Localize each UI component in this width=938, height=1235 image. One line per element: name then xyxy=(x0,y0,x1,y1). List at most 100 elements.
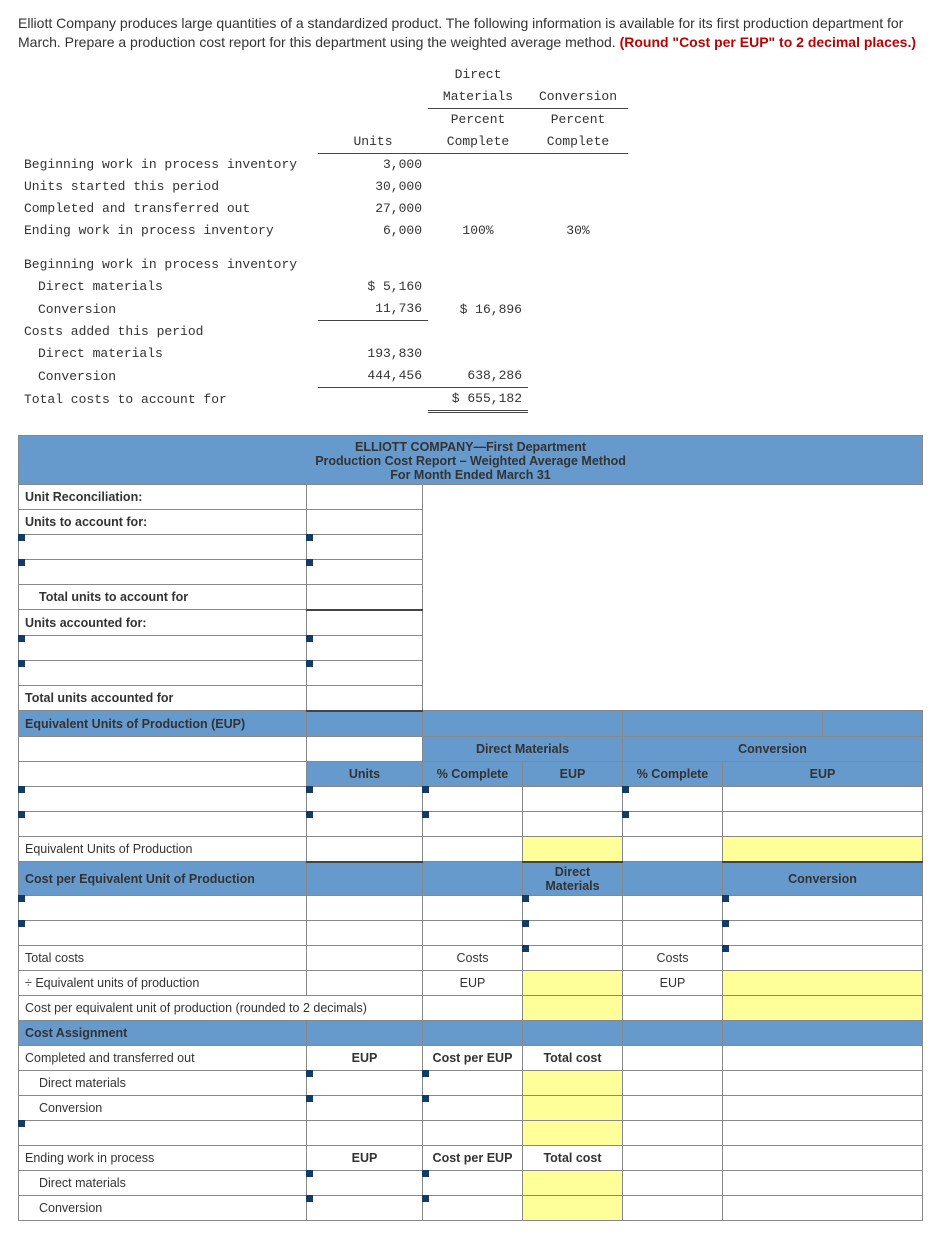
calc-cell xyxy=(523,970,623,995)
hdr-conversion: Conversion xyxy=(528,86,628,109)
calc-cell xyxy=(723,995,923,1020)
input-cell[interactable] xyxy=(523,920,623,945)
bwip-dm-lbl: Direct materials xyxy=(18,276,318,298)
unit-recon-hdr: Unit Reconciliation: xyxy=(19,484,307,509)
calc-cell xyxy=(523,995,623,1020)
ws-title2: Production Cost Report – Weighted Averag… xyxy=(19,454,922,468)
input-cell[interactable] xyxy=(423,811,523,836)
cto-label: Completed and transferred out xyxy=(18,198,318,220)
tot-cost-col-lbl: Total cost xyxy=(523,1045,623,1070)
total-costs-lbl: Total costs to account for xyxy=(18,387,318,411)
bwip-dm-val: $ 5,160 xyxy=(318,276,428,298)
worksheet-table: ELLIOTT COMPANY—First Department Product… xyxy=(18,435,923,1221)
added-cv-val: 444,456 xyxy=(318,365,428,388)
ewip-cv-lbl: Conversion xyxy=(19,1195,307,1220)
input-cell[interactable] xyxy=(19,786,307,811)
calc-cell xyxy=(723,970,923,995)
ewip-label: Ending work in process inventory xyxy=(18,220,318,242)
input-cell[interactable] xyxy=(723,920,923,945)
hdr-units: Units xyxy=(318,131,428,154)
cpe-col-lbl2: Cost per EUP xyxy=(423,1145,523,1170)
added-total: 638,286 xyxy=(428,365,528,388)
input-cell[interactable] xyxy=(623,811,723,836)
cv-eup-hdr: EUP xyxy=(723,761,923,786)
input-cell[interactable] xyxy=(523,945,623,970)
input-cell[interactable] xyxy=(307,1195,423,1220)
added-cv-lbl: Conversion xyxy=(18,365,318,388)
input-cell[interactable] xyxy=(19,920,307,945)
ewip-cv-pct: 30% xyxy=(528,220,628,242)
given-data-table: Direct Materials Conversion Percent Perc… xyxy=(18,64,628,413)
total-costs-row: Total costs xyxy=(19,945,307,970)
hdr-percent2: Percent xyxy=(528,108,628,131)
cv-cpe-hdr: Conversion xyxy=(723,862,923,896)
ws-title-row: ELLIOTT COMPANY—First Department Product… xyxy=(19,435,923,484)
input-cell[interactable] xyxy=(19,1120,307,1145)
ewip-dm-pct: 100% xyxy=(428,220,528,242)
started-units: 30,000 xyxy=(318,176,428,198)
input-cell[interactable] xyxy=(423,786,523,811)
cv-pct-hdr: % Complete xyxy=(623,761,723,786)
input-cell[interactable] xyxy=(19,534,307,559)
cpe-section-hdr: Cost per Equivalent Unit of Production xyxy=(19,862,307,896)
input-cell[interactable] xyxy=(19,559,307,584)
input-cell[interactable] xyxy=(723,895,923,920)
input-cell[interactable] xyxy=(523,895,623,920)
div-eup-row: ÷ Equivalent units of production xyxy=(19,970,307,995)
cto-units: 27,000 xyxy=(318,198,428,220)
eup-row-label: Equivalent Units of Production xyxy=(19,836,307,862)
ws-title1: ELLIOTT COMPANY—First Department xyxy=(19,440,922,454)
input-cell[interactable] xyxy=(307,1170,423,1195)
cto-cv-lbl: Conversion xyxy=(19,1095,307,1120)
units-account-for: Units to account for: xyxy=(19,509,307,534)
hdr-direct: Direct xyxy=(428,64,528,86)
input-cell[interactable] xyxy=(423,1195,523,1220)
cv-col-hdr: Conversion xyxy=(623,736,923,761)
eup-col-lbl2: EUP xyxy=(307,1145,423,1170)
bwip-cv-lbl: Conversion xyxy=(18,298,318,321)
costs-label1: Costs xyxy=(423,945,523,970)
cpe-rounded-row: Cost per equivalent unit of production (… xyxy=(19,995,423,1020)
intro-red: (Round "Cost per EUP" to 2 decimal place… xyxy=(620,34,916,50)
input-cell[interactable] xyxy=(723,945,923,970)
calc-cell xyxy=(723,836,923,862)
input-cell[interactable] xyxy=(307,786,423,811)
input-cell[interactable] xyxy=(307,534,423,559)
input-cell[interactable] xyxy=(423,1170,523,1195)
calc-cell xyxy=(523,1095,623,1120)
eup-section-hdr: Equivalent Units of Production (EUP) xyxy=(19,711,307,737)
calc-cell xyxy=(523,1120,623,1145)
input-cell[interactable] xyxy=(19,895,307,920)
started-label: Units started this period xyxy=(18,176,318,198)
units-accounted-for: Units accounted for: xyxy=(19,610,307,636)
input-cell[interactable] xyxy=(19,811,307,836)
input-cell[interactable] xyxy=(623,786,723,811)
ewip-units: 6,000 xyxy=(318,220,428,242)
input-cell[interactable] xyxy=(307,811,423,836)
calc-cell xyxy=(307,685,423,711)
calc-cell xyxy=(523,786,623,811)
input-cell[interactable] xyxy=(307,635,423,660)
added-dm-lbl: Direct materials xyxy=(18,343,318,365)
units-col-hdr: Units xyxy=(307,761,423,786)
input-cell[interactable] xyxy=(19,660,307,685)
input-cell[interactable] xyxy=(307,1095,423,1120)
costs-label2: Costs xyxy=(623,945,723,970)
dm-pct-hdr: % Complete xyxy=(423,761,523,786)
added-hdr: Costs added this period xyxy=(18,320,318,343)
dm-col-hdr: Direct Materials xyxy=(423,736,623,761)
eup-label1: EUP xyxy=(423,970,523,995)
input-cell[interactable] xyxy=(423,1095,523,1120)
input-cell[interactable] xyxy=(307,660,423,685)
cpe-col-lbl: Cost per EUP xyxy=(423,1045,523,1070)
hdr-materials: Materials xyxy=(428,86,528,109)
calc-cell xyxy=(523,836,623,862)
dm-cpe-hdr: Direct Materials xyxy=(523,862,623,896)
total-costs-val: $ 655,182 xyxy=(428,387,528,411)
input-cell[interactable] xyxy=(19,635,307,660)
hdr-complete1: Complete xyxy=(428,131,528,154)
total-units-account: Total units to account for xyxy=(19,584,307,610)
cost-assign-hdr: Cost Assignment xyxy=(19,1020,307,1045)
calc-cell xyxy=(307,836,423,862)
input-cell[interactable] xyxy=(307,559,423,584)
